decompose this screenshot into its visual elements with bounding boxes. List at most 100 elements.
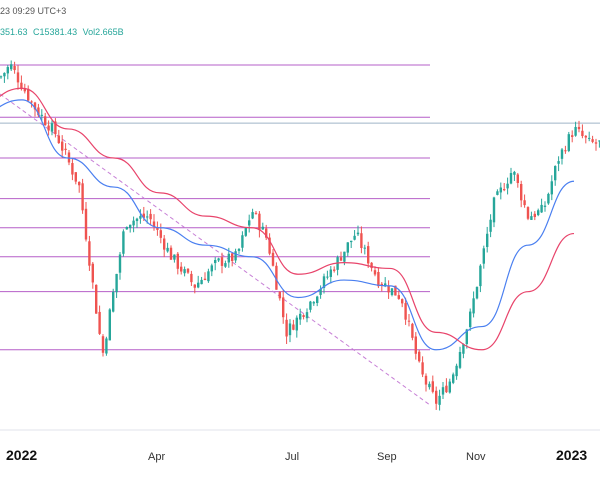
candle-body-55 [186, 268, 190, 273]
candle-body-59 [200, 279, 203, 285]
candle-body-68 [231, 253, 234, 262]
x-tick-label-sep: Sep [377, 451, 397, 463]
horizontal-levels [0, 64, 600, 351]
candle-body-91 [309, 301, 312, 310]
close-value: C15381.43 [33, 27, 78, 37]
candle-body-1 [3, 72, 6, 77]
candle-body-164 [557, 161, 560, 164]
dashed-trendline [0, 93, 431, 406]
candle-body-152 [516, 174, 519, 184]
candle-body-94 [319, 288, 322, 295]
candle-body-84 [285, 319, 288, 337]
candle-body-19 [64, 148, 67, 150]
candle-body-174 [591, 139, 594, 142]
candle-body-12 [40, 114, 43, 116]
candle-body-51 [173, 254, 176, 260]
candle-body-15 [50, 123, 54, 132]
candle-body-93 [316, 296, 319, 304]
candle-body-156 [530, 216, 533, 220]
candle-body-172 [584, 135, 587, 138]
candle-body-102 [346, 242, 349, 253]
candle-body-83 [282, 297, 285, 318]
candle-body-142 [482, 248, 485, 264]
candle-body-50 [169, 247, 173, 260]
candle-body-173 [588, 137, 591, 139]
candle-body-36 [122, 231, 125, 254]
volume-value: Vol2.665B [82, 27, 124, 37]
candle-body-47 [159, 230, 162, 238]
candle-body-117 [397, 295, 400, 299]
candle-body-96 [326, 276, 329, 278]
chart-timestamp: 23 09:29 UTC+3 [0, 6, 67, 16]
candle-body-57 [193, 284, 196, 288]
candle-body-145 [492, 197, 496, 223]
candle-body-39 [132, 220, 135, 226]
candle-body-0 [0, 76, 3, 78]
candle-body-6 [20, 82, 23, 90]
candle-body-95 [322, 276, 326, 288]
candle-body-97 [329, 269, 332, 277]
candle-body-101 [343, 251, 346, 262]
candle-body-14 [47, 125, 50, 131]
candle-body-110 [373, 270, 377, 275]
candle-body-44 [149, 213, 152, 220]
candle-body-62 [210, 265, 213, 272]
candle-body-166 [564, 150, 567, 152]
candle-body-119 [404, 303, 407, 320]
candle-body-2 [6, 67, 9, 74]
candles-layer [0, 60, 600, 411]
candle-body-122 [414, 336, 417, 354]
candle-body-30 [101, 336, 105, 353]
fast-ma-line [0, 99, 575, 351]
candle-body-155 [526, 207, 530, 219]
candle-body-150 [509, 173, 513, 184]
candle-body-46 [156, 227, 159, 230]
candle-body-135 [458, 351, 462, 368]
candle-body-69 [234, 251, 237, 261]
candle-body-43 [146, 216, 149, 218]
candle-body-61 [207, 271, 210, 282]
candle-body-77 [261, 226, 264, 230]
candle-body-86 [292, 324, 295, 330]
candle-body-78 [265, 228, 268, 238]
candle-body-103 [350, 240, 353, 243]
candle-body-80 [271, 252, 275, 266]
candle-body-89 [302, 315, 305, 317]
open-value: 351.63 [0, 27, 28, 37]
candle-body-33 [112, 291, 115, 312]
candle-body-41 [139, 216, 142, 219]
candle-body-24 [81, 183, 84, 211]
candle-body-143 [486, 233, 489, 248]
candle-body-9 [30, 101, 33, 103]
candle-body-28 [95, 284, 98, 314]
candle-body-116 [394, 285, 397, 296]
candle-body-58 [197, 282, 200, 288]
candle-body-26 [88, 241, 91, 266]
candle-body-163 [554, 166, 557, 181]
candle-body-71 [241, 235, 244, 248]
candle-body-92 [312, 302, 315, 304]
candle-body-66 [224, 263, 227, 267]
candle-body-48 [163, 238, 166, 250]
x-tick-label-2023: 2023 [556, 447, 587, 463]
candle-body-126 [428, 383, 431, 388]
candle-body-169 [574, 126, 577, 136]
candle-body-73 [248, 220, 251, 226]
candle-body-159 [540, 204, 543, 213]
x-axis: 2022 Apr Jul Sep Nov 2023 [6, 447, 587, 463]
candle-body-147 [499, 187, 502, 193]
candle-body-170 [577, 126, 581, 130]
candle-body-112 [380, 283, 383, 286]
candle-body-140 [475, 286, 479, 299]
candle-body-81 [275, 265, 278, 290]
candle-body-42 [142, 213, 145, 218]
candle-body-64 [217, 258, 220, 261]
candle-body-129 [438, 395, 441, 405]
trendline-layer [0, 93, 431, 406]
candle-body-90 [305, 312, 309, 319]
candle-body-162 [550, 181, 553, 195]
candle-body-52 [176, 253, 179, 269]
candle-body-108 [367, 246, 370, 264]
candle-body-124 [421, 362, 424, 375]
